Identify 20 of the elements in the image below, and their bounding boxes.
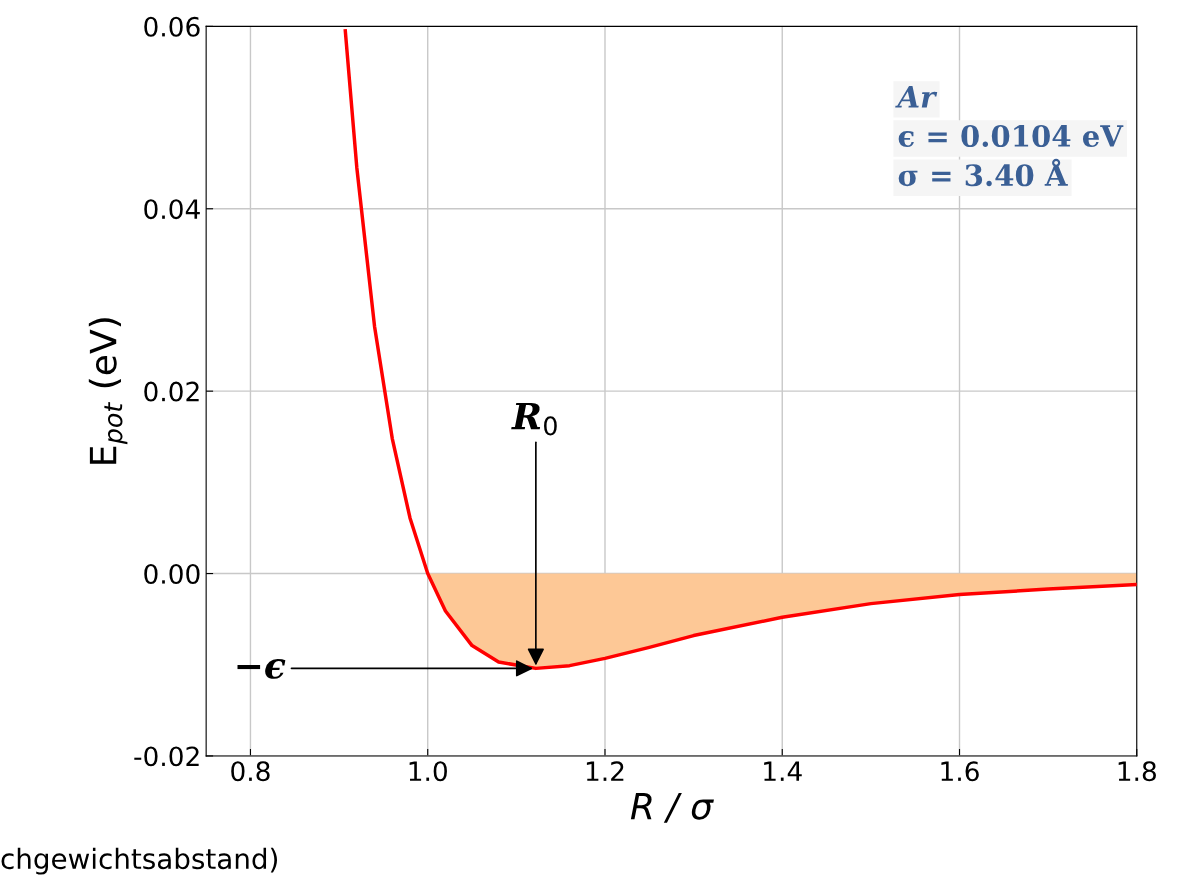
- y-tick-label: 0.06: [144, 16, 200, 37]
- y-tick-label: 0.04: [144, 199, 200, 220]
- x-tick-label: 1.2: [586, 761, 624, 781]
- text: chgewichtsabstand): [1, 847, 278, 875]
- x-tick-label: 1.8: [1118, 761, 1156, 782]
- y-tick-label: -0.02: [134, 746, 199, 767]
- annotation: Ar: [895, 86, 938, 108]
- x-tick-label: 1.6: [941, 761, 979, 782]
- line-series: [343, 29, 1137, 671]
- y-tick-label: 0.00: [144, 563, 200, 584]
- x-tick-label: 1.4: [764, 761, 802, 781]
- annotation: −ϵ: [237, 659, 286, 679]
- annotation: σ = 3.40 Å: [898, 158, 1068, 187]
- annotation: R$_{0}$: [511, 402, 557, 436]
- x-axis-title: R / σ: [630, 793, 714, 823]
- x-tick-label: 0.8: [231, 761, 270, 782]
- y-axis-title: E$_{pot}$ (eV): [88, 318, 128, 464]
- annotation: ϵ = 0.0104 eV: [898, 124, 1124, 147]
- y-tick-label: 0.02: [144, 381, 199, 402]
- x-tick-label: 1.0: [409, 761, 447, 782]
